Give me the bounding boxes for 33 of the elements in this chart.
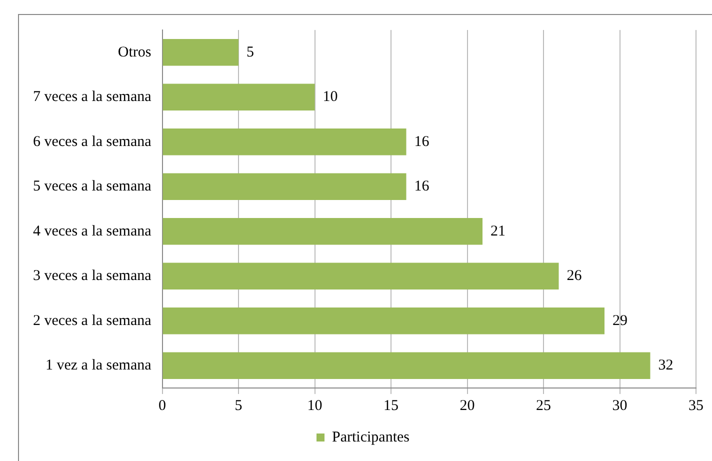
bar [162, 128, 406, 156]
data-label: 21 [490, 223, 506, 240]
x-tick-label: 35 [688, 398, 704, 414]
x-tick-label: 0 [158, 398, 166, 414]
bar [162, 218, 483, 245]
y-tick-label: 1 vez a la semana [45, 358, 152, 374]
y-tick-label: 2 veces a la semana [32, 312, 152, 329]
bar [162, 307, 605, 334]
legend-label: Participantes [332, 429, 410, 446]
x-tick-label: 15 [384, 398, 399, 414]
data-label: 10 [322, 89, 338, 106]
data-label: 16 [414, 134, 430, 150]
bar [162, 352, 650, 380]
data-label: 32 [658, 358, 674, 374]
y-tick-label: Otros [118, 44, 152, 60]
y-tick-label: 7 veces a la semana [32, 89, 152, 106]
x-tick-label: 25 [536, 398, 552, 414]
x-tick-label: 10 [307, 398, 322, 414]
bar [162, 262, 559, 290]
y-tick-label: 3 veces a la semana [32, 268, 152, 284]
y-tick-label: 6 veces a la semana [32, 134, 152, 150]
data-label: 29 [612, 312, 628, 329]
data-label: 26 [566, 268, 582, 284]
y-tick-label: 4 veces a la semana [32, 223, 152, 240]
bar [162, 38, 239, 66]
data-label: 16 [414, 178, 430, 195]
bar [162, 173, 406, 200]
x-tick-label: 20 [460, 398, 475, 414]
x-tick-label: 30 [612, 398, 628, 414]
bar [162, 84, 315, 111]
x-tick-label: 5 [234, 398, 242, 414]
y-tick-label: 5 veces a la semana [32, 178, 152, 195]
data-label: 5 [246, 44, 254, 60]
